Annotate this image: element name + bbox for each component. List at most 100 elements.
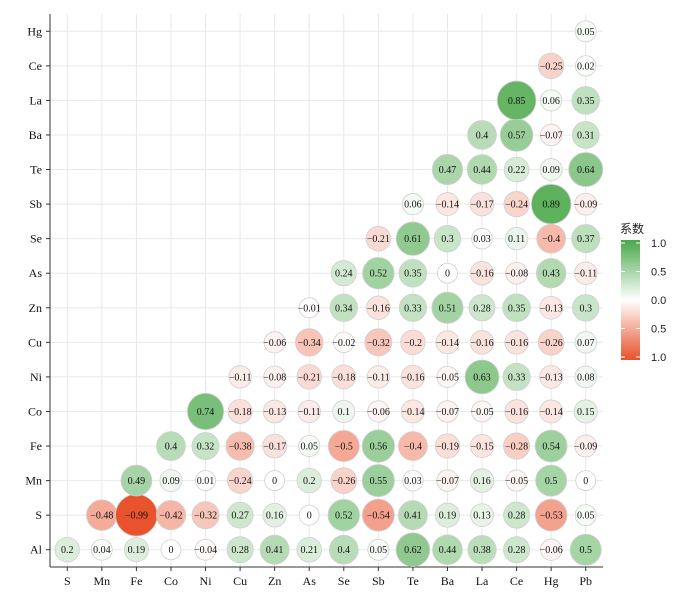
data-label: 0.35 bbox=[404, 269, 422, 280]
correlation-circle bbox=[328, 534, 359, 565]
data-label: 0 bbox=[445, 269, 450, 280]
legend-title: 系数 bbox=[620, 221, 644, 236]
data-label: −0.32 bbox=[194, 511, 217, 522]
correlation-circle bbox=[466, 154, 498, 185]
correlation-circle bbox=[296, 467, 322, 494]
correlation-circle bbox=[296, 537, 322, 563]
x-tick-label: Cu bbox=[233, 574, 247, 588]
y-tick-label: Zn bbox=[29, 301, 42, 315]
correlation-circle bbox=[540, 538, 563, 561]
y-tick-label: Hg bbox=[27, 24, 42, 38]
data-label: −0.17 bbox=[470, 200, 493, 211]
correlation-circle bbox=[362, 257, 395, 290]
data-label: 0.28 bbox=[508, 511, 526, 522]
data-label: 0.09 bbox=[542, 165, 560, 176]
correlation-circle bbox=[262, 399, 287, 424]
correlation-circle bbox=[504, 399, 529, 424]
data-label: −0.19 bbox=[436, 442, 459, 453]
data-label: 0.03 bbox=[473, 234, 491, 245]
correlation-circle bbox=[297, 399, 321, 424]
correlation-circle bbox=[194, 538, 217, 561]
data-label: 0.04 bbox=[93, 545, 111, 556]
correlation-circle bbox=[434, 433, 460, 459]
correlation-circle bbox=[227, 467, 254, 494]
legend-tick-label: 0.5 bbox=[651, 324, 666, 336]
data-label: −0.18 bbox=[332, 372, 355, 383]
correlation-circle bbox=[333, 331, 355, 353]
correlation-circle bbox=[534, 429, 568, 463]
data-label: 0.2 bbox=[61, 545, 74, 556]
correlation-circle bbox=[574, 261, 598, 285]
legend-colorbar bbox=[621, 240, 640, 360]
x-tick-label: Mn bbox=[94, 574, 111, 588]
data-label: −0.06 bbox=[540, 545, 563, 556]
data-label: 0.32 bbox=[197, 442, 215, 453]
data-label: 0.28 bbox=[231, 545, 249, 556]
correlation-circle bbox=[539, 123, 563, 147]
correlation-circle bbox=[436, 469, 459, 492]
data-label: 0.85 bbox=[508, 96, 526, 107]
data-label: 0.4 bbox=[338, 545, 351, 556]
correlation-circle bbox=[367, 400, 390, 423]
data-label: 0.24 bbox=[335, 269, 353, 280]
correlation-circle bbox=[571, 121, 600, 149]
correlation-circle bbox=[437, 262, 458, 284]
data-label: 0.4 bbox=[476, 130, 489, 141]
correlation-circle bbox=[228, 365, 252, 389]
x-tick-label: Se bbox=[338, 574, 350, 588]
correlation-circle bbox=[574, 365, 597, 389]
data-label: −0.4 bbox=[404, 442, 422, 453]
correlation-circle bbox=[327, 430, 360, 462]
correlation-circle bbox=[295, 328, 324, 357]
data-label: 0.19 bbox=[128, 545, 146, 556]
correlation-circle bbox=[471, 227, 493, 250]
correlation-circle bbox=[573, 399, 598, 424]
correlation-circle bbox=[431, 291, 464, 324]
correlation-circle bbox=[298, 297, 320, 319]
data-label: −0.16 bbox=[401, 372, 424, 383]
data-label: 0.62 bbox=[404, 545, 422, 556]
y-tick-label: Ce bbox=[29, 59, 42, 73]
data-label: −0.05 bbox=[505, 476, 528, 487]
data-label: −0.99 bbox=[125, 511, 148, 522]
data-label: 0.1 bbox=[338, 407, 351, 418]
data-label: 0.51 bbox=[439, 303, 457, 314]
correlation-circle bbox=[330, 467, 358, 494]
data-label: 0.09 bbox=[162, 476, 180, 487]
correlation-circle bbox=[435, 330, 460, 355]
x-tick-label: Te bbox=[407, 574, 419, 588]
correlation-circle bbox=[503, 191, 530, 218]
y-tick-label: Cu bbox=[28, 335, 42, 349]
data-label: −0.09 bbox=[574, 442, 597, 453]
correlation-circle bbox=[362, 498, 395, 532]
correlation-circle bbox=[159, 469, 183, 492]
correlation-circle bbox=[574, 504, 597, 527]
data-label: 0.5 bbox=[579, 545, 592, 556]
correlation-circle bbox=[470, 503, 494, 527]
correlation-circle bbox=[263, 365, 286, 389]
correlation-circle bbox=[574, 192, 598, 216]
correlation-circle bbox=[186, 392, 225, 431]
data-label: 0.74 bbox=[197, 407, 215, 418]
data-label: 0.44 bbox=[473, 165, 491, 176]
data-label: 0.11 bbox=[508, 234, 525, 245]
data-label: −0.07 bbox=[436, 476, 459, 487]
correlation-circle bbox=[120, 464, 153, 497]
correlation-circle bbox=[538, 52, 565, 79]
correlation-circle bbox=[539, 158, 563, 181]
data-label: 0.34 bbox=[335, 303, 353, 314]
data-label: 0.57 bbox=[508, 130, 526, 141]
data-label: −0.16 bbox=[505, 338, 528, 349]
data-label: 0.31 bbox=[577, 130, 595, 141]
data-label: −0.24 bbox=[229, 476, 252, 487]
correlation-circle bbox=[436, 365, 459, 388]
correlation-circle bbox=[571, 224, 601, 254]
correlation-circle bbox=[575, 55, 597, 77]
data-label: 0.54 bbox=[542, 442, 560, 453]
x-tick-label: Fe bbox=[130, 574, 142, 588]
data-label: −0.06 bbox=[263, 338, 286, 349]
correlation-circle bbox=[332, 399, 356, 423]
data-label: −0.05 bbox=[436, 372, 459, 383]
correlation-circle bbox=[156, 431, 186, 461]
